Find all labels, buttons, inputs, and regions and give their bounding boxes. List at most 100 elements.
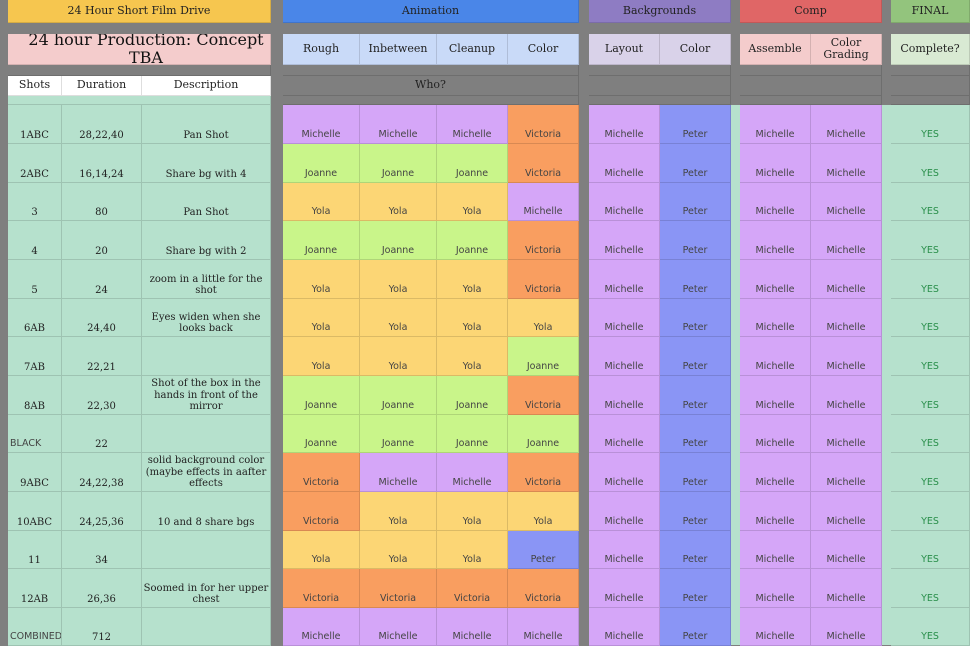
- complete-cell[interactable]: YES: [891, 183, 970, 221]
- complete-cell[interactable]: YES: [891, 144, 970, 183]
- assignee-cell-layout[interactable]: Michelle: [589, 492, 660, 531]
- description-cell[interactable]: zoom in a little for the shot: [142, 260, 271, 299]
- header-filler-cell[interactable]: [589, 76, 731, 96]
- spacer-row-cell[interactable]: [8, 65, 271, 76]
- assignee-cell-inbetween[interactable]: Michelle: [360, 453, 437, 492]
- description-cell[interactable]: Pan Shot: [142, 183, 271, 221]
- assignee-cell-bgcolor[interactable]: Peter: [660, 376, 731, 415]
- assignee-cell-layout[interactable]: Michelle: [589, 144, 660, 183]
- subheader-assemble[interactable]: Assemble: [740, 34, 811, 65]
- shot-cell[interactable]: 5: [8, 260, 62, 299]
- duration-cell[interactable]: 16,14,24: [62, 144, 142, 183]
- assignee-cell-grading[interactable]: Michelle: [811, 144, 882, 183]
- assignee-cell-bgcolor[interactable]: Peter: [660, 260, 731, 299]
- assignee-cell-bgcolor[interactable]: Peter: [660, 299, 731, 337]
- assignee-cell-layout[interactable]: Michelle: [589, 531, 660, 569]
- assignee-cell-rough[interactable]: Yola: [283, 260, 360, 299]
- assignee-cell-color[interactable]: Yola: [508, 299, 579, 337]
- assignee-cell-grading[interactable]: Michelle: [811, 221, 882, 260]
- shot-cell[interactable]: 7AB: [8, 337, 62, 376]
- assignee-cell-cleanup[interactable]: Yola: [437, 299, 508, 337]
- assignee-cell-inbetween[interactable]: Joanne: [360, 376, 437, 415]
- assignee-cell-cleanup[interactable]: Joanne: [437, 144, 508, 183]
- description-cell[interactable]: 10 and 8 share bgs: [142, 492, 271, 531]
- assignee-cell-inbetween[interactable]: Yola: [360, 531, 437, 569]
- assignee-cell-inbetween[interactable]: Michelle: [360, 105, 437, 144]
- assignee-cell-bgcolor[interactable]: Peter: [660, 531, 731, 569]
- assignee-cell-bgcolor[interactable]: Peter: [660, 221, 731, 260]
- duration-cell[interactable]: 24,25,36: [62, 492, 142, 531]
- assignee-cell-inbetween[interactable]: Joanne: [360, 415, 437, 453]
- assignee-cell-cleanup[interactable]: Yola: [437, 183, 508, 221]
- assignee-cell-grading[interactable]: Michelle: [811, 608, 882, 646]
- complete-cell[interactable]: YES: [891, 531, 970, 569]
- assignee-cell-color[interactable]: Peter: [508, 531, 579, 569]
- complete-cell[interactable]: YES: [891, 569, 970, 608]
- assignee-cell-rough[interactable]: Yola: [283, 183, 360, 221]
- assignee-cell-inbetween[interactable]: Yola: [360, 260, 437, 299]
- description-cell[interactable]: Eyes widen when she looks back: [142, 299, 271, 337]
- complete-cell[interactable]: YES: [891, 608, 970, 646]
- assignee-cell-assemble[interactable]: Michelle: [740, 144, 811, 183]
- assignee-cell-rough[interactable]: Joanne: [283, 221, 360, 260]
- assignee-cell-cleanup[interactable]: Yola: [437, 260, 508, 299]
- assignee-cell-grading[interactable]: Michelle: [811, 105, 882, 144]
- assignee-cell-grading[interactable]: Michelle: [811, 492, 882, 531]
- description-cell[interactable]: Share bg with 4: [142, 144, 271, 183]
- complete-cell[interactable]: YES: [891, 376, 970, 415]
- complete-cell[interactable]: YES: [891, 415, 970, 453]
- assignee-cell-rough[interactable]: Michelle: [283, 608, 360, 646]
- spacer-row-cell[interactable]: [589, 96, 731, 105]
- assignee-cell-cleanup[interactable]: Yola: [437, 492, 508, 531]
- final-group-header[interactable]: FINAL: [891, 0, 970, 23]
- subheader-complete[interactable]: Complete?: [891, 34, 970, 65]
- who-header[interactable]: Who?: [283, 76, 579, 96]
- assignee-cell-layout[interactable]: Michelle: [589, 608, 660, 646]
- assignee-cell-rough[interactable]: Yola: [283, 337, 360, 376]
- description-cell[interactable]: solid background color (maybe effects in…: [142, 453, 271, 492]
- shot-cell[interactable]: COMBINED: [8, 608, 62, 646]
- assignee-cell-layout[interactable]: Michelle: [589, 569, 660, 608]
- assignee-cell-cleanup[interactable]: Michelle: [437, 105, 508, 144]
- assignee-cell-color[interactable]: Victoria: [508, 144, 579, 183]
- assignee-cell-grading[interactable]: Michelle: [811, 337, 882, 376]
- assignee-cell-grading[interactable]: Michelle: [811, 415, 882, 453]
- shot-cell[interactable]: 4: [8, 221, 62, 260]
- subheader-layout[interactable]: Layout: [589, 34, 660, 65]
- assignee-cell-layout[interactable]: Michelle: [589, 453, 660, 492]
- shot-cell[interactable]: 11: [8, 531, 62, 569]
- assignee-cell-bgcolor[interactable]: Peter: [660, 415, 731, 453]
- assignee-cell-layout[interactable]: Michelle: [589, 183, 660, 221]
- subheader-inbetween[interactable]: Inbetween: [360, 34, 437, 65]
- assignee-cell-grading[interactable]: Michelle: [811, 531, 882, 569]
- assignee-cell-color[interactable]: Yola: [508, 492, 579, 531]
- spacer-row-cell[interactable]: [891, 65, 970, 76]
- assignee-cell-assemble[interactable]: Michelle: [740, 453, 811, 492]
- shot-cell[interactable]: 8AB: [8, 376, 62, 415]
- shot-cell[interactable]: 12AB: [8, 569, 62, 608]
- assignee-cell-inbetween[interactable]: Yola: [360, 299, 437, 337]
- duration-cell[interactable]: 26,36: [62, 569, 142, 608]
- assignee-cell-bgcolor[interactable]: Peter: [660, 608, 731, 646]
- assignee-cell-inbetween[interactable]: Joanne: [360, 144, 437, 183]
- description-cell[interactable]: [142, 608, 271, 646]
- duration-cell[interactable]: 24: [62, 260, 142, 299]
- spacer-row-cell[interactable]: [891, 96, 970, 105]
- duration-cell[interactable]: 20: [62, 221, 142, 260]
- description-cell[interactable]: Share bg with 2: [142, 221, 271, 260]
- subheader-rough[interactable]: Rough: [283, 34, 360, 65]
- assignee-cell-layout[interactable]: Michelle: [589, 105, 660, 144]
- assignee-cell-grading[interactable]: Michelle: [811, 299, 882, 337]
- assignee-cell-assemble[interactable]: Michelle: [740, 608, 811, 646]
- assignee-cell-color[interactable]: Victoria: [508, 260, 579, 299]
- assignee-cell-bgcolor[interactable]: Peter: [660, 569, 731, 608]
- assignee-cell-rough[interactable]: Michelle: [283, 105, 360, 144]
- assignee-cell-inbetween[interactable]: Yola: [360, 337, 437, 376]
- assignee-cell-color[interactable]: Victoria: [508, 569, 579, 608]
- assignee-cell-inbetween[interactable]: Victoria: [360, 569, 437, 608]
- assignee-cell-rough[interactable]: Victoria: [283, 492, 360, 531]
- assignee-cell-rough[interactable]: Victoria: [283, 453, 360, 492]
- assignee-cell-color[interactable]: Victoria: [508, 221, 579, 260]
- assignee-cell-rough[interactable]: Yola: [283, 299, 360, 337]
- duration-cell[interactable]: 22,21: [62, 337, 142, 376]
